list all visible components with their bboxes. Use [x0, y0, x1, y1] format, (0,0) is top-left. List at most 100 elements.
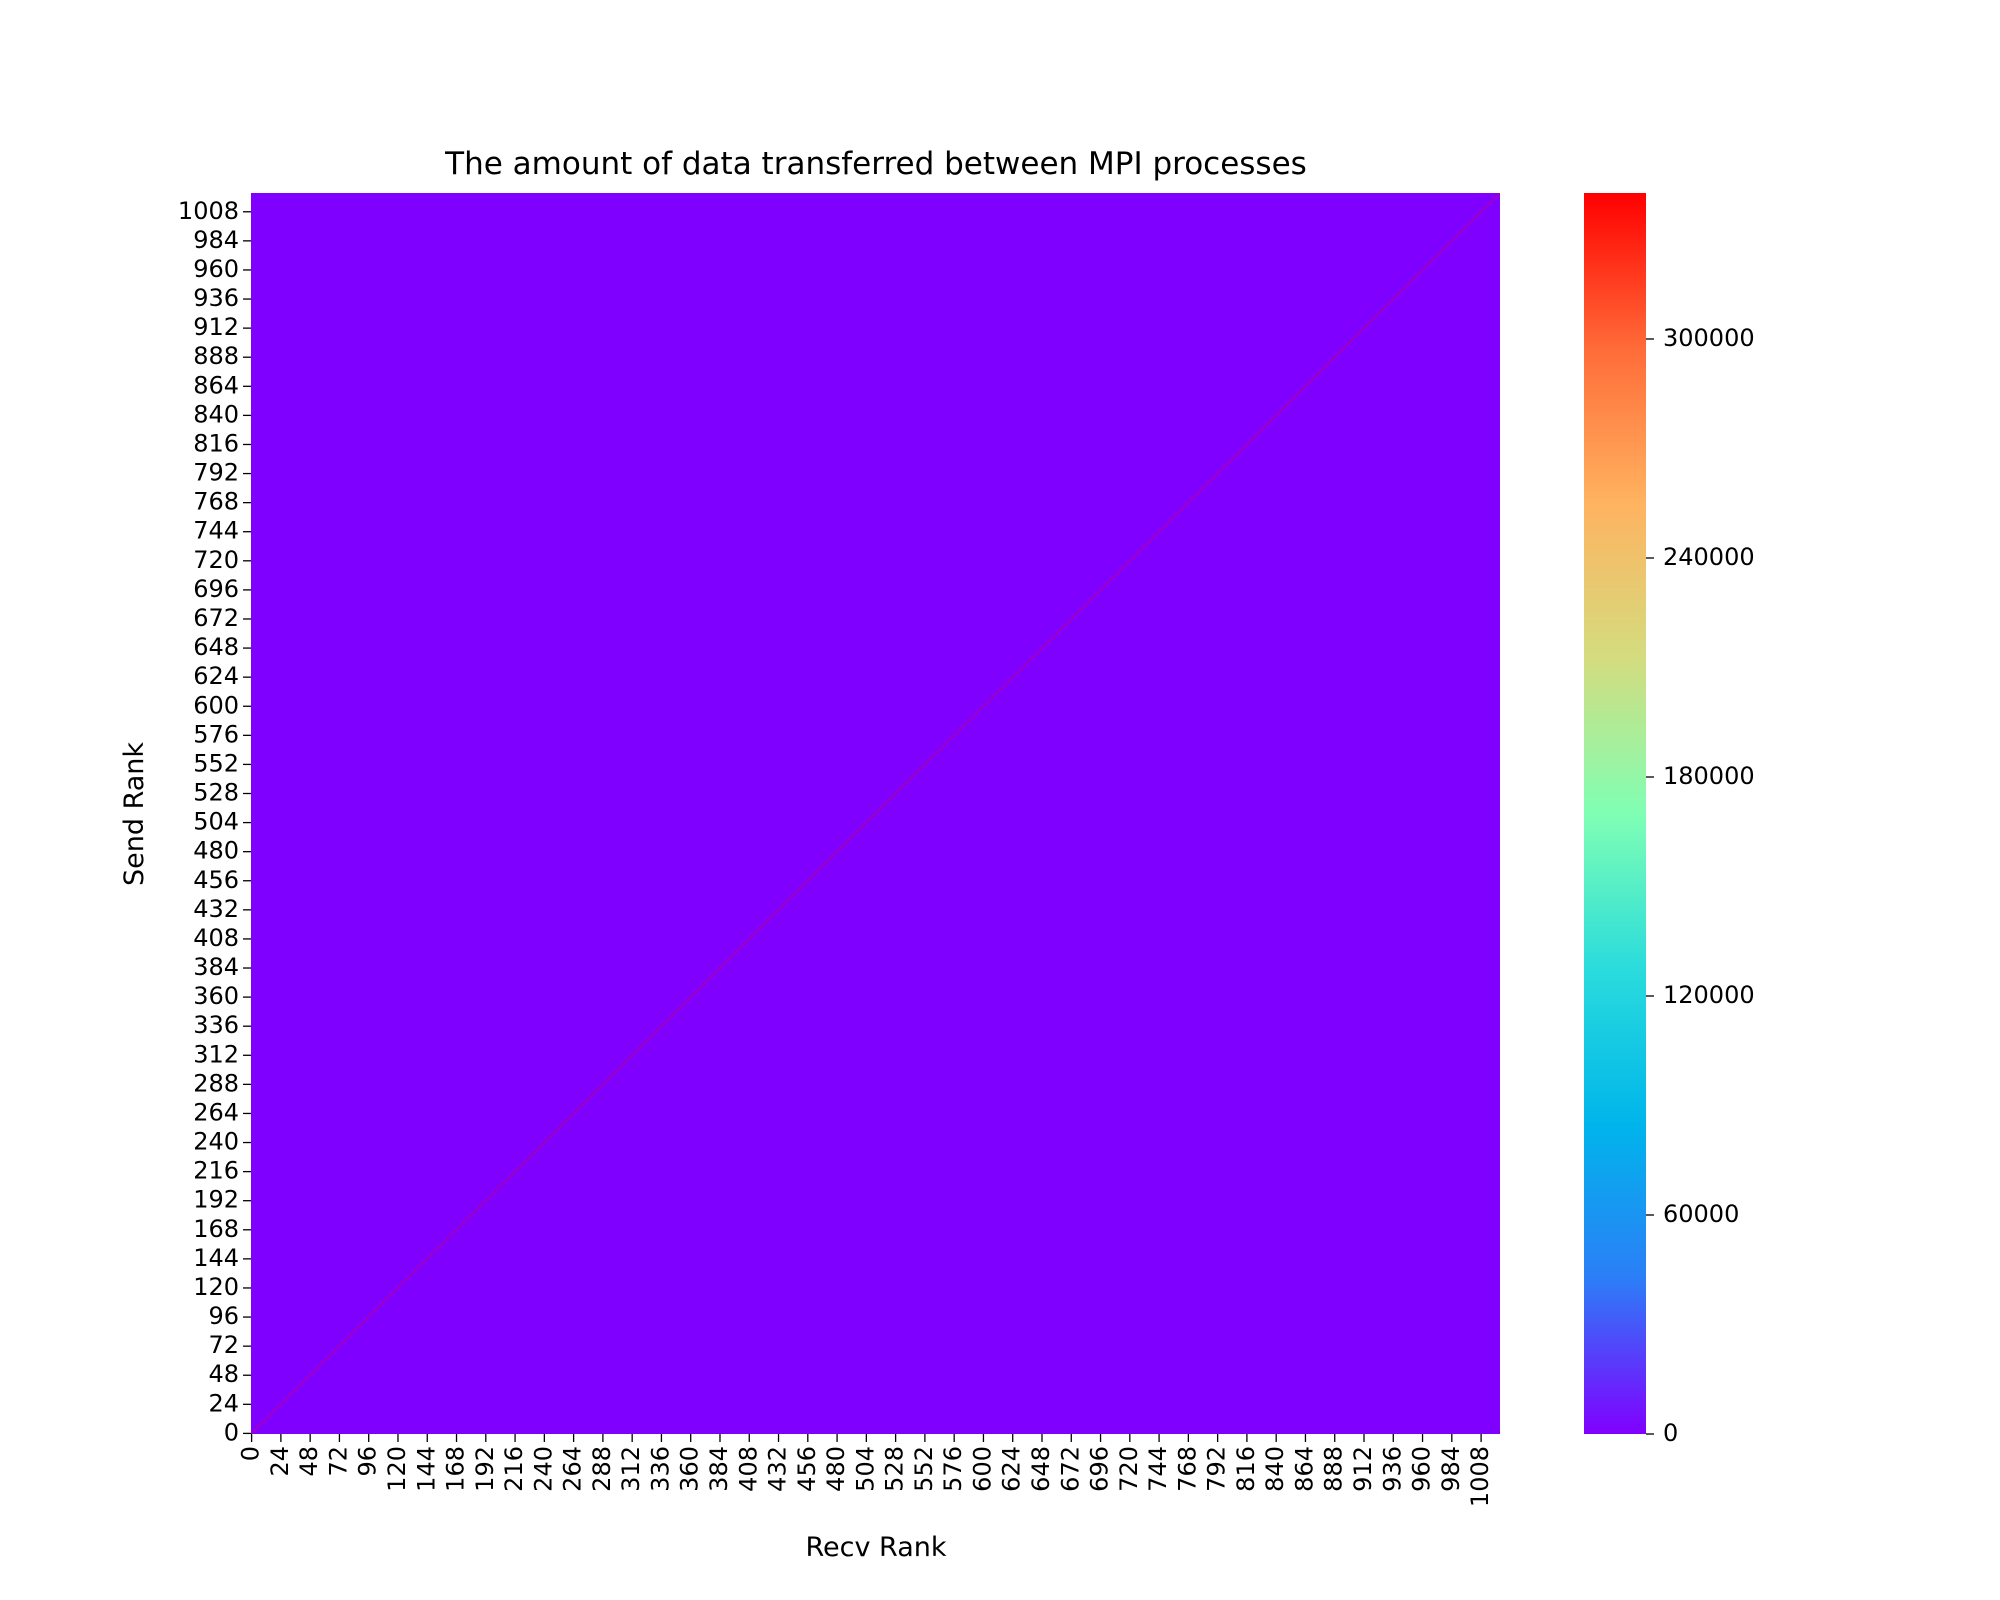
heatmap-cell [1171, 517, 1174, 519]
heatmap-cell [1313, 377, 1315, 379]
heatmap-cell [1497, 194, 1499, 196]
heatmap-cell [307, 1377, 309, 1379]
heatmap-cell [766, 920, 769, 922]
heatmap-cell [1443, 247, 1446, 249]
heatmap-cell [593, 1092, 595, 1094]
heatmap-cell [926, 761, 928, 763]
heatmap-cell [337, 1346, 339, 1348]
heatmap-cell [1159, 529, 1161, 532]
heatmap-cell [1217, 472, 1219, 475]
heatmap-cell [1330, 360, 1332, 362]
heatmap-cell [1312, 378, 1314, 380]
heatmap-cell [604, 1081, 606, 1083]
heatmap-cell [1142, 546, 1144, 549]
heatmap-cell [1365, 325, 1368, 327]
heatmap-cell [1063, 625, 1065, 627]
heatmap-cell [999, 688, 1002, 690]
heatmap-cell [254, 1429, 256, 1431]
heatmap-cell [885, 802, 887, 804]
heatmap-cell [1034, 654, 1036, 656]
heatmap-cell [258, 1425, 260, 1427]
heatmap-cell [355, 1328, 358, 1330]
heatmap-cell [1291, 399, 1293, 401]
heatmap-cell [1329, 361, 1331, 363]
heatmap-cell [1213, 476, 1215, 478]
heatmap-cell [1386, 304, 1388, 306]
heatmap-cell [503, 1181, 505, 1184]
heatmap-cell [585, 1100, 587, 1102]
heatmap-cell [1402, 288, 1404, 290]
heatmap-cell [1243, 446, 1246, 448]
heatmap-cell [663, 1023, 665, 1025]
heatmap-cell [297, 1386, 299, 1388]
heatmap-cell [1102, 586, 1104, 589]
heatmap-cell [393, 1290, 395, 1293]
heatmap-cell [433, 1251, 436, 1253]
heatmap-cell [465, 1219, 467, 1221]
heatmap-cell [1199, 489, 1202, 492]
heatmap-cell [796, 891, 798, 893]
heatmap-cell [801, 886, 803, 888]
x-tick-label: 576 [939, 1446, 967, 1492]
heatmap-cell [588, 1097, 591, 1099]
heatmap-cell [290, 1394, 292, 1396]
y-tick-label: 648 [193, 633, 239, 661]
heatmap-cell [1484, 207, 1486, 209]
heatmap-cell [752, 934, 754, 936]
heatmap-cell [666, 1019, 669, 1021]
heatmap-cell [827, 859, 830, 861]
heatmap-cell [338, 1345, 341, 1347]
heatmap-cell [1006, 682, 1008, 684]
heatmap-cell [746, 940, 748, 942]
heatmap-cell [849, 837, 852, 839]
heatmap-cell [1393, 297, 1396, 299]
heatmap-cell [1256, 434, 1258, 436]
heatmap-cell [730, 956, 732, 958]
heatmap-cell [1363, 327, 1365, 329]
heatmap-cell [1368, 322, 1370, 324]
heatmap-cell [510, 1174, 513, 1176]
heatmap-cell [435, 1249, 437, 1251]
heatmap-cell [1141, 548, 1143, 550]
heatmap-cell [1130, 559, 1132, 561]
heatmap-cell [1336, 354, 1338, 356]
y-tick-label: 1008 [178, 197, 239, 225]
heatmap-cell [893, 794, 896, 796]
heatmap-cell [660, 1025, 663, 1027]
heatmap-cell [707, 979, 709, 981]
heatmap-cell [548, 1137, 550, 1139]
heatmap-cell [627, 1058, 630, 1060]
heatmap-cell [1432, 258, 1435, 260]
heatmap-cell [1081, 607, 1083, 609]
heatmap-cell [631, 1054, 633, 1056]
heatmap-cell [1175, 514, 1177, 516]
heatmap-cell [325, 1358, 327, 1361]
heatmap-cell [455, 1229, 458, 1231]
heatmap-cell [727, 958, 730, 961]
heatmap-cell [643, 1042, 645, 1044]
heatmap-cell [993, 694, 996, 696]
heatmap-cell [1301, 389, 1303, 391]
heatmap-cell [557, 1128, 559, 1130]
heatmap-cell [1380, 310, 1382, 312]
heatmap-cell [890, 797, 892, 799]
heatmap-cell [1284, 406, 1286, 408]
x-axis: 0 24 48 72 96 120 144 168 192 216 240 264 288 312 336 3… [237, 1434, 1494, 1507]
heatmap-cell [451, 1234, 453, 1236]
heatmap-cell [655, 1030, 658, 1032]
colorbar-tick-label: 240000 [1663, 543, 1755, 571]
heatmap-cell [1468, 223, 1470, 225]
heatmap-cell [374, 1310, 376, 1312]
heatmap-cell [909, 778, 911, 780]
heatmap-cell [816, 870, 819, 872]
heatmap-cell [721, 964, 724, 967]
heatmap-cell [1401, 289, 1403, 292]
heatmap-cell [673, 1013, 675, 1015]
heatmap-cell [868, 819, 870, 821]
heatmap-cell [487, 1197, 489, 1199]
heatmap-cell [592, 1093, 594, 1095]
heatmap-cell [888, 798, 891, 801]
heatmap-cell [1351, 339, 1353, 341]
heatmap-cell [791, 895, 793, 898]
heatmap-cell [952, 735, 954, 738]
